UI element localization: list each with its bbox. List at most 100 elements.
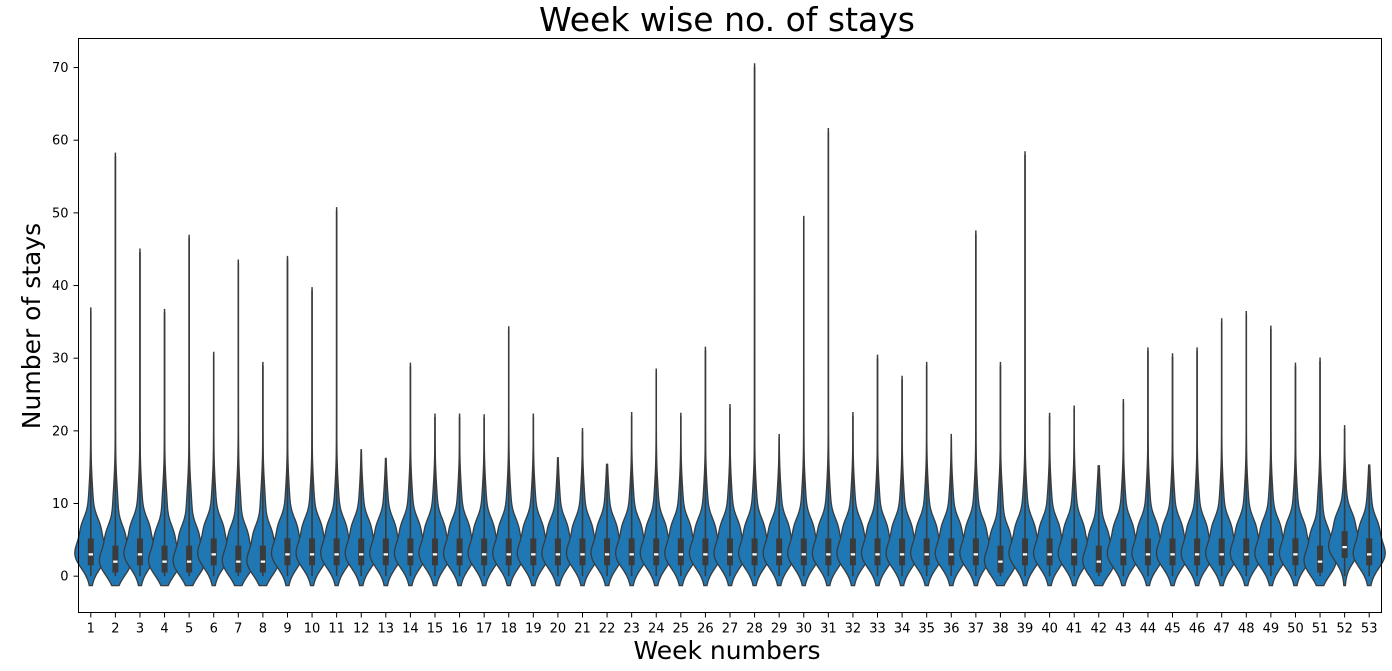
violin-week-38 (983, 361, 1018, 587)
violin-iqr-box (431, 538, 438, 566)
violin-week-19 (516, 413, 550, 587)
violin-median (113, 560, 118, 563)
violin-median (752, 553, 757, 556)
violin-iqr-box (1366, 538, 1373, 566)
violin-week-9 (270, 255, 305, 587)
violin-median (1121, 553, 1126, 556)
violin-week-41 (1057, 405, 1091, 587)
violin-iqr-box (1194, 538, 1201, 566)
violin-week-16 (442, 413, 477, 587)
violin-iqr-box (87, 538, 94, 566)
x-tick-label: 37 (968, 622, 985, 637)
x-tick-label: 8 (259, 622, 267, 637)
violin-week-35 (910, 361, 944, 587)
x-tick-label: 48 (1238, 622, 1255, 637)
violin-median (850, 553, 856, 556)
violin-median (1170, 553, 1175, 556)
violin-median (899, 553, 905, 556)
violin-iqr-box (972, 538, 979, 566)
x-tick-label: 52 (1336, 622, 1353, 637)
violin-week-53 (1352, 464, 1386, 587)
violin-iqr-box (849, 538, 856, 566)
violin-median (1096, 560, 1101, 563)
violin-median (1293, 553, 1298, 556)
x-tick-label: 29 (771, 622, 788, 637)
violin-week-46 (1180, 347, 1214, 587)
violin-median (211, 553, 216, 556)
violin-iqr-box (161, 545, 168, 573)
violin-iqr-box (874, 538, 881, 566)
x-tick-label: 47 (1213, 622, 1230, 637)
violin-median (555, 553, 561, 556)
y-axis-label: Number of stays (17, 223, 46, 429)
x-tick-label: 22 (599, 622, 616, 637)
violin-iqr-box (112, 545, 119, 573)
violin-iqr-box (382, 538, 389, 566)
violin-median (1244, 553, 1249, 556)
x-tick-label: 2 (111, 622, 119, 637)
violin-week-7 (221, 259, 255, 587)
violin-median (359, 553, 364, 556)
violin-iqr-box (456, 538, 463, 566)
violin-median (1367, 553, 1372, 556)
violin-median (1022, 553, 1028, 556)
violin-week-29 (762, 433, 796, 587)
violin-week-42 (1082, 465, 1116, 587)
violin-iqr-box (702, 538, 709, 566)
violin-iqr-box (1169, 538, 1176, 566)
x-tick-label: 41 (1066, 622, 1083, 637)
violin-iqr-box (825, 538, 832, 566)
y-tick-label: 60 (52, 134, 69, 149)
violin-median (408, 553, 413, 556)
violin-median (137, 553, 143, 556)
violin-week-36 (934, 433, 968, 587)
violin-iqr-box (1341, 531, 1348, 559)
x-axis-label: Week numbers (633, 636, 820, 665)
violin-week-21 (565, 428, 600, 587)
violin-median (309, 553, 315, 556)
violin-week-39 (1008, 151, 1042, 587)
violin-median (481, 553, 487, 556)
x-tick-label: 45 (1164, 622, 1181, 637)
violin-week-37 (959, 230, 993, 587)
x-tick-label: 9 (283, 622, 291, 637)
violin-iqr-box (284, 538, 291, 566)
violin-median (260, 560, 266, 563)
x-tick-label: 40 (1041, 622, 1058, 637)
violin-iqr-box (333, 538, 340, 566)
y-tick-label: 20 (52, 424, 69, 439)
violin-iqr-box (235, 545, 242, 573)
violin-week-34 (885, 375, 919, 587)
violin-week-45 (1155, 353, 1190, 587)
violin-week-47 (1205, 318, 1239, 587)
x-tick-label: 26 (697, 622, 714, 637)
x-tick-label: 18 (500, 622, 517, 637)
violin-week-23 (615, 412, 649, 587)
x-tick-label: 21 (574, 622, 591, 637)
violin-week-22 (590, 463, 624, 587)
violin-iqr-box (259, 545, 266, 573)
violin-week-27 (713, 404, 747, 587)
violin-iqr-box (677, 538, 684, 566)
violin-week-1 (74, 307, 108, 587)
x-tick-label: 38 (992, 622, 1009, 637)
x-tick-label: 36 (943, 622, 960, 637)
violin-iqr-box (653, 538, 660, 566)
violin-iqr-box (604, 538, 611, 566)
violin-week-15 (418, 413, 452, 587)
violin-week-14 (393, 362, 428, 587)
violin-iqr-box (579, 538, 586, 566)
y-tick-label: 10 (52, 497, 69, 512)
x-tick-label: 51 (1312, 622, 1329, 637)
x-tick-label: 24 (648, 622, 665, 637)
x-tick-label: 32 (845, 622, 862, 637)
violin-iqr-box (1071, 538, 1078, 566)
x-tick-label: 13 (378, 622, 395, 637)
violin-week-13 (369, 457, 403, 587)
violin-week-49 (1254, 325, 1288, 587)
y-tick-label: 30 (52, 352, 69, 367)
violin-median (1145, 553, 1151, 556)
violin-iqr-box (1267, 538, 1274, 566)
violin-iqr-box (309, 538, 316, 566)
violin-median (629, 553, 634, 556)
